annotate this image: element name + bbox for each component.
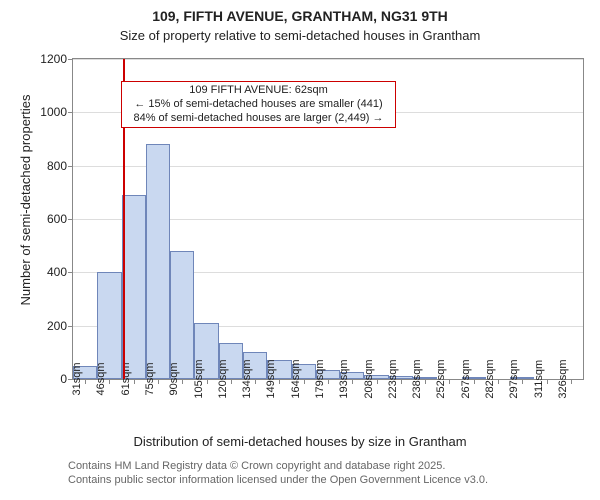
y-tick-label: 1000 <box>40 105 73 119</box>
x-tick-mark <box>474 379 475 384</box>
x-tick-mark <box>401 379 402 384</box>
x-tick-label: 105sqm <box>189 359 205 398</box>
x-tick-label: 208sqm <box>359 359 375 398</box>
y-axis-title: Number of semi-detached properties <box>18 40 33 360</box>
x-tick-mark <box>547 379 548 384</box>
x-tick-mark <box>279 379 280 384</box>
chart-container: { "layout": { "width": 600, "height": 50… <box>0 0 600 500</box>
gridline <box>73 59 583 60</box>
footer-line-1: Contains HM Land Registry data © Crown c… <box>68 460 488 474</box>
x-tick-label: 149sqm <box>261 359 277 398</box>
annotation-line: 84% of semi-detached houses are larger (… <box>126 112 391 126</box>
chart-title: 109, FIFTH AVENUE, GRANTHAM, NG31 9TH <box>0 8 600 24</box>
x-tick-label: 179sqm <box>310 359 326 398</box>
footer-line-2: Contains public sector information licen… <box>68 474 488 488</box>
annotation-box: 109 FIFTH AVENUE: 62sqm← 15% of semi-det… <box>121 81 396 128</box>
x-tick-label: 311sqm <box>529 360 545 398</box>
x-tick-mark <box>231 379 232 384</box>
x-tick-label: 46sqm <box>91 362 107 395</box>
footer-attribution: Contains HM Land Registry data © Crown c… <box>68 460 488 488</box>
annotation-line: 109 FIFTH AVENUE: 62sqm <box>126 84 391 98</box>
y-tick-label: 600 <box>47 212 73 226</box>
x-tick-label: 75sqm <box>140 362 156 395</box>
x-tick-label: 297sqm <box>504 359 520 398</box>
y-tick-label: 800 <box>47 159 73 173</box>
x-axis-title: Distribution of semi-detached houses by … <box>0 434 600 449</box>
x-tick-label: 252sqm <box>431 359 447 398</box>
x-tick-label: 282sqm <box>480 359 496 398</box>
x-tick-label: 326sqm <box>553 359 569 398</box>
x-tick-mark <box>449 379 450 384</box>
y-tick-label: 1200 <box>40 52 73 66</box>
x-tick-label: 120sqm <box>213 359 229 398</box>
x-tick-label: 238sqm <box>407 359 423 398</box>
x-tick-label: 134sqm <box>237 359 253 398</box>
x-tick-mark <box>255 379 256 384</box>
x-tick-mark <box>522 379 523 384</box>
x-tick-mark <box>498 379 499 384</box>
x-tick-label: 164sqm <box>286 359 302 398</box>
y-tick-label: 200 <box>47 319 73 333</box>
x-tick-mark <box>109 379 110 384</box>
chart-subtitle: Size of property relative to semi-detach… <box>0 28 600 43</box>
x-tick-mark <box>328 379 329 384</box>
x-tick-label: 267sqm <box>456 359 472 398</box>
plot-area: 02004006008001000120031sqm46sqm61sqm75sq… <box>72 58 584 380</box>
x-tick-mark <box>85 379 86 384</box>
x-tick-mark <box>377 379 378 384</box>
x-tick-mark <box>571 379 572 384</box>
x-tick-label: 90sqm <box>164 362 180 395</box>
x-tick-mark <box>425 379 426 384</box>
histogram-bar <box>146 144 170 379</box>
x-tick-label: 31sqm <box>67 362 83 395</box>
x-tick-mark <box>352 379 353 384</box>
annotation-line: ← 15% of semi-detached houses are smalle… <box>126 98 391 112</box>
y-tick-label: 400 <box>47 265 73 279</box>
x-tick-label: 193sqm <box>334 359 350 398</box>
x-tick-mark <box>158 379 159 384</box>
x-tick-mark <box>182 379 183 384</box>
x-tick-mark <box>304 379 305 384</box>
x-tick-mark <box>207 379 208 384</box>
x-tick-mark <box>134 379 135 384</box>
x-tick-label: 223sqm <box>383 359 399 398</box>
